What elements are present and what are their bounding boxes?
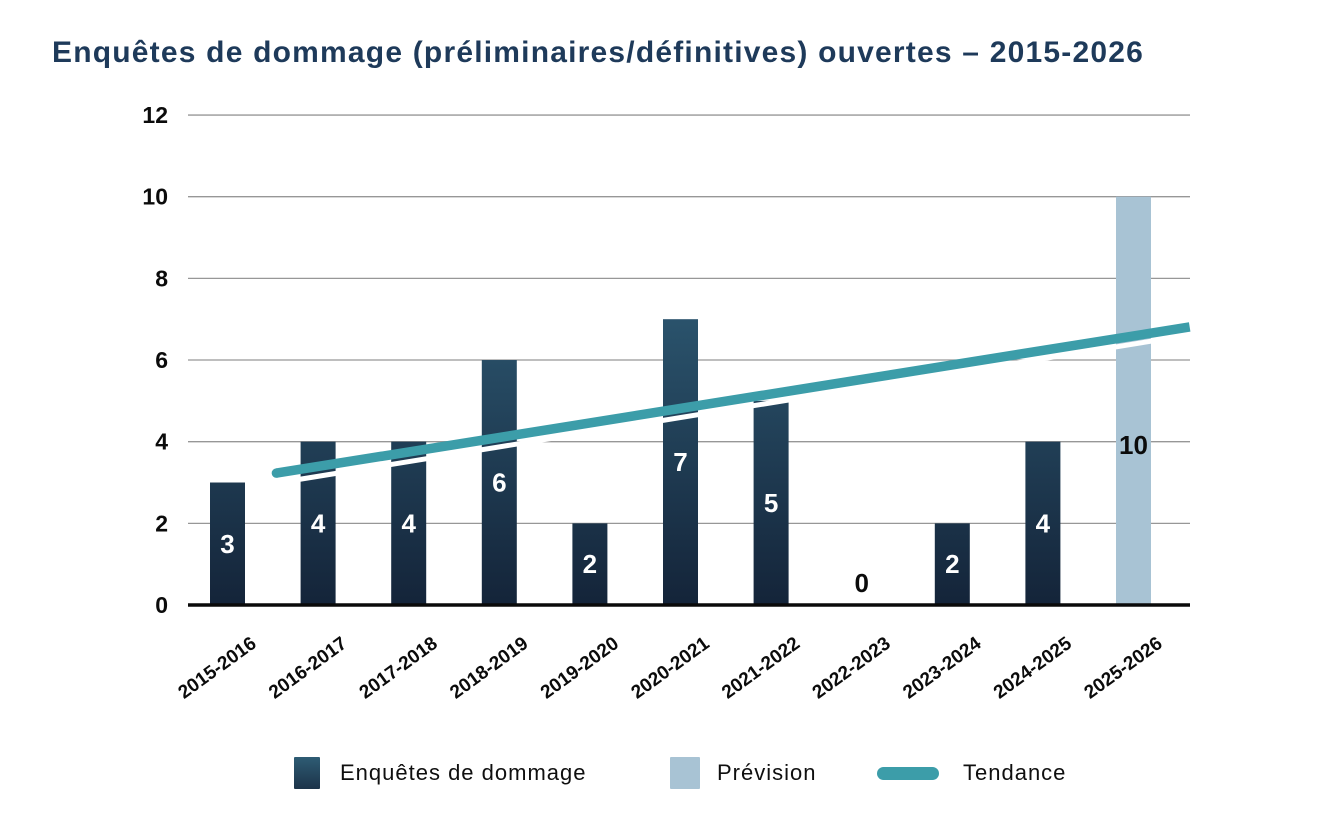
chart-legend: Enquêtes de dommage Prévision Tendance — [0, 750, 1330, 800]
y-axis-tick-label-2: 2 — [155, 510, 168, 536]
chart-title: Enquêtes de dommage (préliminaires/défin… — [52, 36, 1144, 69]
light-bar-swatch-icon — [670, 757, 700, 789]
bar-2015-2016 — [210, 482, 245, 605]
x-axis-label-2019-2020: 2019-2020 — [537, 633, 623, 703]
bar-value-label-2021-2022: 5 — [764, 488, 778, 518]
bar-value-label-2019-2020: 2 — [583, 549, 597, 579]
x-axis-label-2021-2022: 2021-2022 — [718, 633, 804, 703]
bar-value-label-2020-2021: 7 — [673, 447, 687, 477]
x-axis-label-2024-2025: 2024-2025 — [990, 633, 1076, 704]
x-axis-label-2015-2016: 2015-2016 — [175, 633, 261, 703]
bar-value-label-2023-2024: 2 — [945, 549, 959, 579]
y-axis-tick-label-8: 8 — [155, 265, 168, 291]
bar-2020-2021 — [663, 319, 698, 605]
trend-line-halo — [285, 332, 1193, 484]
trend-line-swatch-icon — [877, 766, 939, 780]
legend-item-prevision: Prévision — [670, 753, 816, 793]
bar-value-label-2017-2018: 4 — [401, 508, 416, 538]
x-axis-label-2017-2018: 2017-2018 — [356, 633, 442, 703]
trend-line-start-cap — [271, 468, 282, 478]
y-axis-tick-label-12: 12 — [142, 102, 168, 128]
y-axis-tick-label-0: 0 — [155, 592, 168, 618]
legend-label-enquetes: Enquêtes de dommage — [340, 760, 587, 785]
bar-value-label-2015-2016: 3 — [220, 529, 234, 559]
bar-value-label-2018-2019: 6 — [492, 468, 506, 498]
legend-label-prevision: Prévision — [717, 760, 817, 785]
bar-value-label-2022-2023: 0 — [854, 568, 868, 598]
bar-2024-2025 — [1025, 441, 1061, 605]
trend-line — [275, 322, 1191, 478]
x-axis-label-2023-2024: 2023-2024 — [899, 633, 985, 704]
x-axis-label-2020-2021: 2020-2021 — [628, 633, 714, 704]
bar-2025-2026 — [1116, 196, 1151, 605]
x-axis-label-2022-2023: 2022-2023 — [809, 633, 895, 703]
bar-value-label-2025-2026: 10 — [1119, 430, 1148, 460]
bar-2021-2022 — [753, 400, 789, 605]
bar-2019-2020 — [572, 523, 608, 605]
y-axis-tick-label-6: 6 — [155, 347, 168, 373]
legend-item-tendance: Tendance — [877, 753, 1066, 793]
bar-value-label-2024-2025: 4 — [1036, 508, 1051, 538]
x-axis-label-2016-2017: 2016-2017 — [265, 633, 351, 703]
bar-2023-2024 — [934, 523, 970, 605]
x-axis-label-2025-2026: 2025-2026 — [1081, 633, 1167, 703]
legend-item-enquetes: Enquêtes de dommage — [294, 753, 587, 793]
x-axis-label-2018-2019: 2018-2019 — [446, 633, 532, 703]
dark-bar-swatch-icon — [294, 757, 320, 789]
y-axis-tick-label-10: 10 — [142, 184, 168, 210]
y-axis-tick-label-4: 4 — [155, 429, 168, 455]
bar-2018-2019 — [481, 360, 517, 605]
bar-value-label-2016-2017: 4 — [311, 508, 326, 538]
legend-label-tendance: Tendance — [963, 760, 1067, 785]
bar-2017-2018 — [391, 441, 427, 605]
